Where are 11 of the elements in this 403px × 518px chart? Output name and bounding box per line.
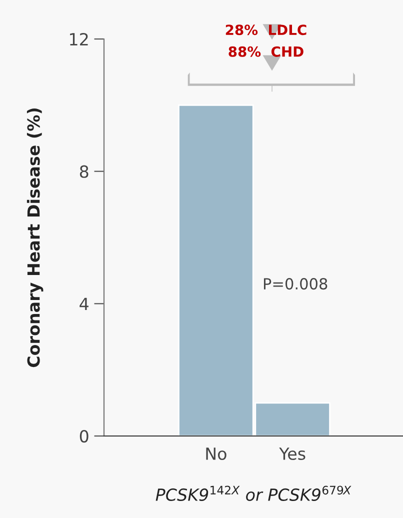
y-tick-label: 0 bbox=[80, 430, 88, 443]
text: 28% LDLC bbox=[226, 24, 306, 36]
annotation: 88% CHD bbox=[228, 46, 304, 57]
annotation: P=0.008 bbox=[264, 278, 328, 290]
x-tick-label: Yes bbox=[279, 448, 306, 460]
y-tick-label: 4 bbox=[80, 298, 88, 310]
y-tick-label: 8 bbox=[80, 165, 88, 178]
y-tick-label: 12 bbox=[70, 32, 88, 46]
x-axis-title: PCSK9$^{142X}$ or PCSK9$^{679X}$ bbox=[156, 486, 352, 502]
x-tick-label: No bbox=[206, 448, 226, 460]
y-axis-title: Coronary Heart Disease (%) bbox=[26, 108, 44, 368]
